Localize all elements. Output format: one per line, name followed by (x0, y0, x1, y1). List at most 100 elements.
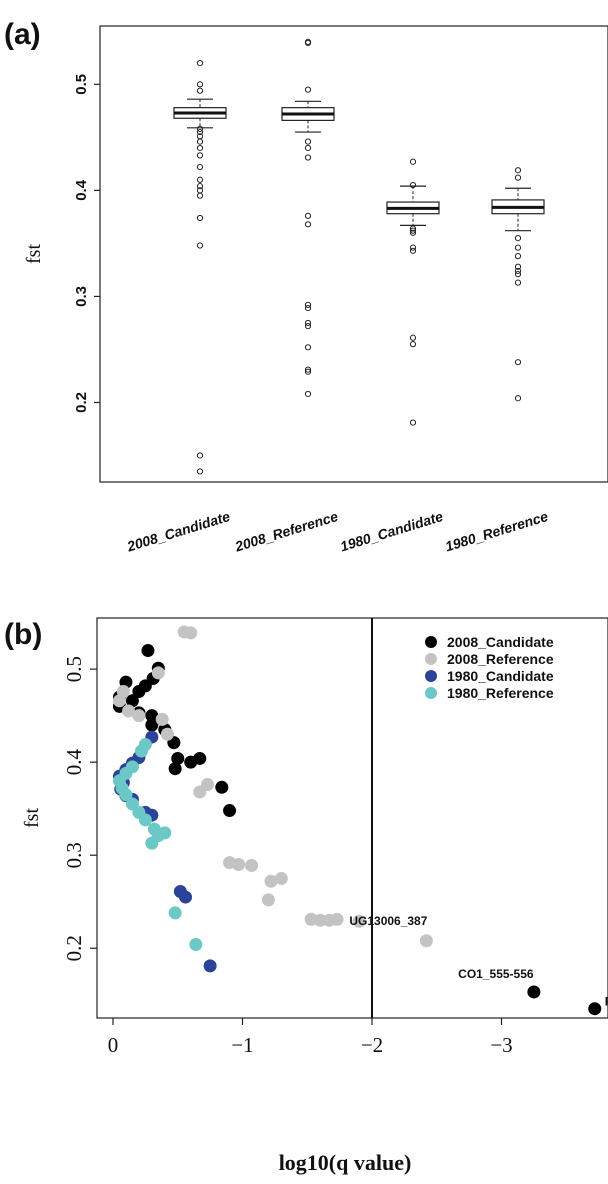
outlier-point (514, 167, 522, 174)
data-point (179, 890, 193, 904)
data-point (223, 804, 237, 818)
outlier-point (304, 390, 312, 398)
panel-b-points (112, 625, 602, 1016)
x-category-label-2: 1980_Candidate (338, 508, 445, 555)
outlier-point (196, 144, 204, 152)
series-2008_Reference (112, 625, 433, 948)
outlier-point (196, 468, 204, 475)
data-point (168, 906, 182, 920)
panel-b-frame (96, 617, 608, 1019)
panel-b-y-axis-title: fst (21, 808, 43, 828)
series-1980_Reference (112, 738, 203, 952)
legend-label-2: 1980_Candidate (447, 668, 554, 684)
panel-a-x-axis: 2008_Candidate 2008_Reference1980_Candida… (124, 508, 550, 555)
panel-a-frame (99, 25, 608, 483)
data-point (112, 694, 126, 708)
x-tick-label-2: −2 (361, 1033, 383, 1057)
outlier-point (514, 253, 522, 260)
outlier-point (304, 86, 312, 93)
data-point (168, 762, 182, 776)
y-tick-label-3: 0.5 (62, 656, 86, 682)
outlier-point (409, 247, 417, 254)
annotation-0: UG13006_387 (349, 914, 427, 928)
x-tick-label-0: 0 (108, 1033, 119, 1057)
y-tick-label-0: 0.2 (73, 392, 90, 413)
data-point (232, 858, 246, 872)
annotation-1: CO1_555-556 (458, 967, 534, 981)
outlier-point (514, 271, 522, 278)
outlier-point (514, 267, 522, 275)
panel-b-legend: 2008_Candidate2008_Reference1980_Candida… (425, 634, 554, 701)
outlier-point (196, 452, 204, 459)
panel-b-label: (b) (4, 618, 42, 651)
outlier-point (304, 319, 312, 327)
data-point (160, 727, 174, 741)
outlier-point (304, 366, 312, 373)
outlier-point (409, 227, 417, 234)
y-tick-label-1: 0.3 (73, 286, 90, 307)
box-1980_Candidate (386, 158, 440, 426)
outlier-point (304, 368, 312, 375)
outlier-point (196, 176, 204, 183)
outlier-point (409, 158, 417, 165)
outlier-point (196, 152, 204, 159)
outlier-point (409, 244, 417, 251)
panel-a-label: (a) (4, 18, 41, 51)
outlier-point (196, 163, 204, 171)
panel-b-x-axis-title: log10(q value) (279, 1150, 412, 1175)
x-category-label-0: 2008_Candidate (124, 508, 232, 555)
outlier-point (409, 181, 417, 189)
data-point (274, 871, 288, 885)
box-2008_Candidate (173, 60, 227, 475)
y-tick-label-1: 0.3 (62, 842, 86, 868)
panel-a-y-axis: 0.2 0.3 0.4 0.5 (73, 74, 100, 413)
y-tick-label-2: 0.4 (73, 179, 90, 201)
outlier-point (514, 234, 522, 242)
data-point (119, 788, 133, 802)
outlier-point (514, 174, 522, 181)
outlier-point (196, 128, 204, 136)
legend-label-3: 1980_Reference (447, 685, 554, 701)
data-point (145, 709, 159, 723)
data-point (588, 1002, 602, 1016)
data-point (352, 914, 366, 928)
legend-label-1: 2008_Reference (447, 651, 554, 667)
outlier-point (196, 242, 204, 249)
outlier-point (409, 341, 417, 348)
data-point (330, 912, 344, 926)
data-point (245, 858, 259, 872)
outlier-point (514, 244, 522, 251)
outlier-point (196, 214, 204, 222)
data-point (261, 893, 275, 907)
data-point (145, 836, 159, 850)
legend-swatch-3 (425, 687, 437, 699)
data-point (184, 626, 198, 640)
data-point (419, 934, 433, 948)
x-category-label-1: 2008_Reference (232, 508, 340, 555)
data-point (193, 785, 207, 799)
outlier-point (196, 138, 204, 145)
outlier-point (304, 221, 312, 228)
outlier-point (304, 154, 312, 161)
data-point (134, 744, 148, 758)
y-tick-label-3: 0.5 (73, 74, 90, 95)
legend-swatch-0 (425, 636, 437, 648)
outlier-point (304, 344, 312, 351)
data-point (132, 709, 146, 723)
panel-b-y-axis: 0.2 0.3 0.4 0.5 (62, 656, 97, 961)
outlier-point (514, 359, 522, 366)
outlier-point (304, 212, 312, 219)
outlier-point (304, 304, 312, 312)
y-tick-label-2: 0.4 (62, 749, 86, 776)
data-point (151, 666, 165, 680)
outlier-point (304, 138, 312, 145)
data-point (215, 780, 229, 794)
data-point (125, 694, 139, 708)
outlier-point (196, 192, 204, 199)
data-point (122, 704, 136, 718)
data-point (155, 712, 169, 726)
panel-b-x-axis: 0 −1 −2 −3 (108, 1018, 513, 1057)
annotation-2: FLC_598 (605, 995, 608, 1009)
panel-b-scatter: 0.20.30.40.5 0 −1 −2 −3 fst log10(q value) … (21, 617, 608, 1175)
